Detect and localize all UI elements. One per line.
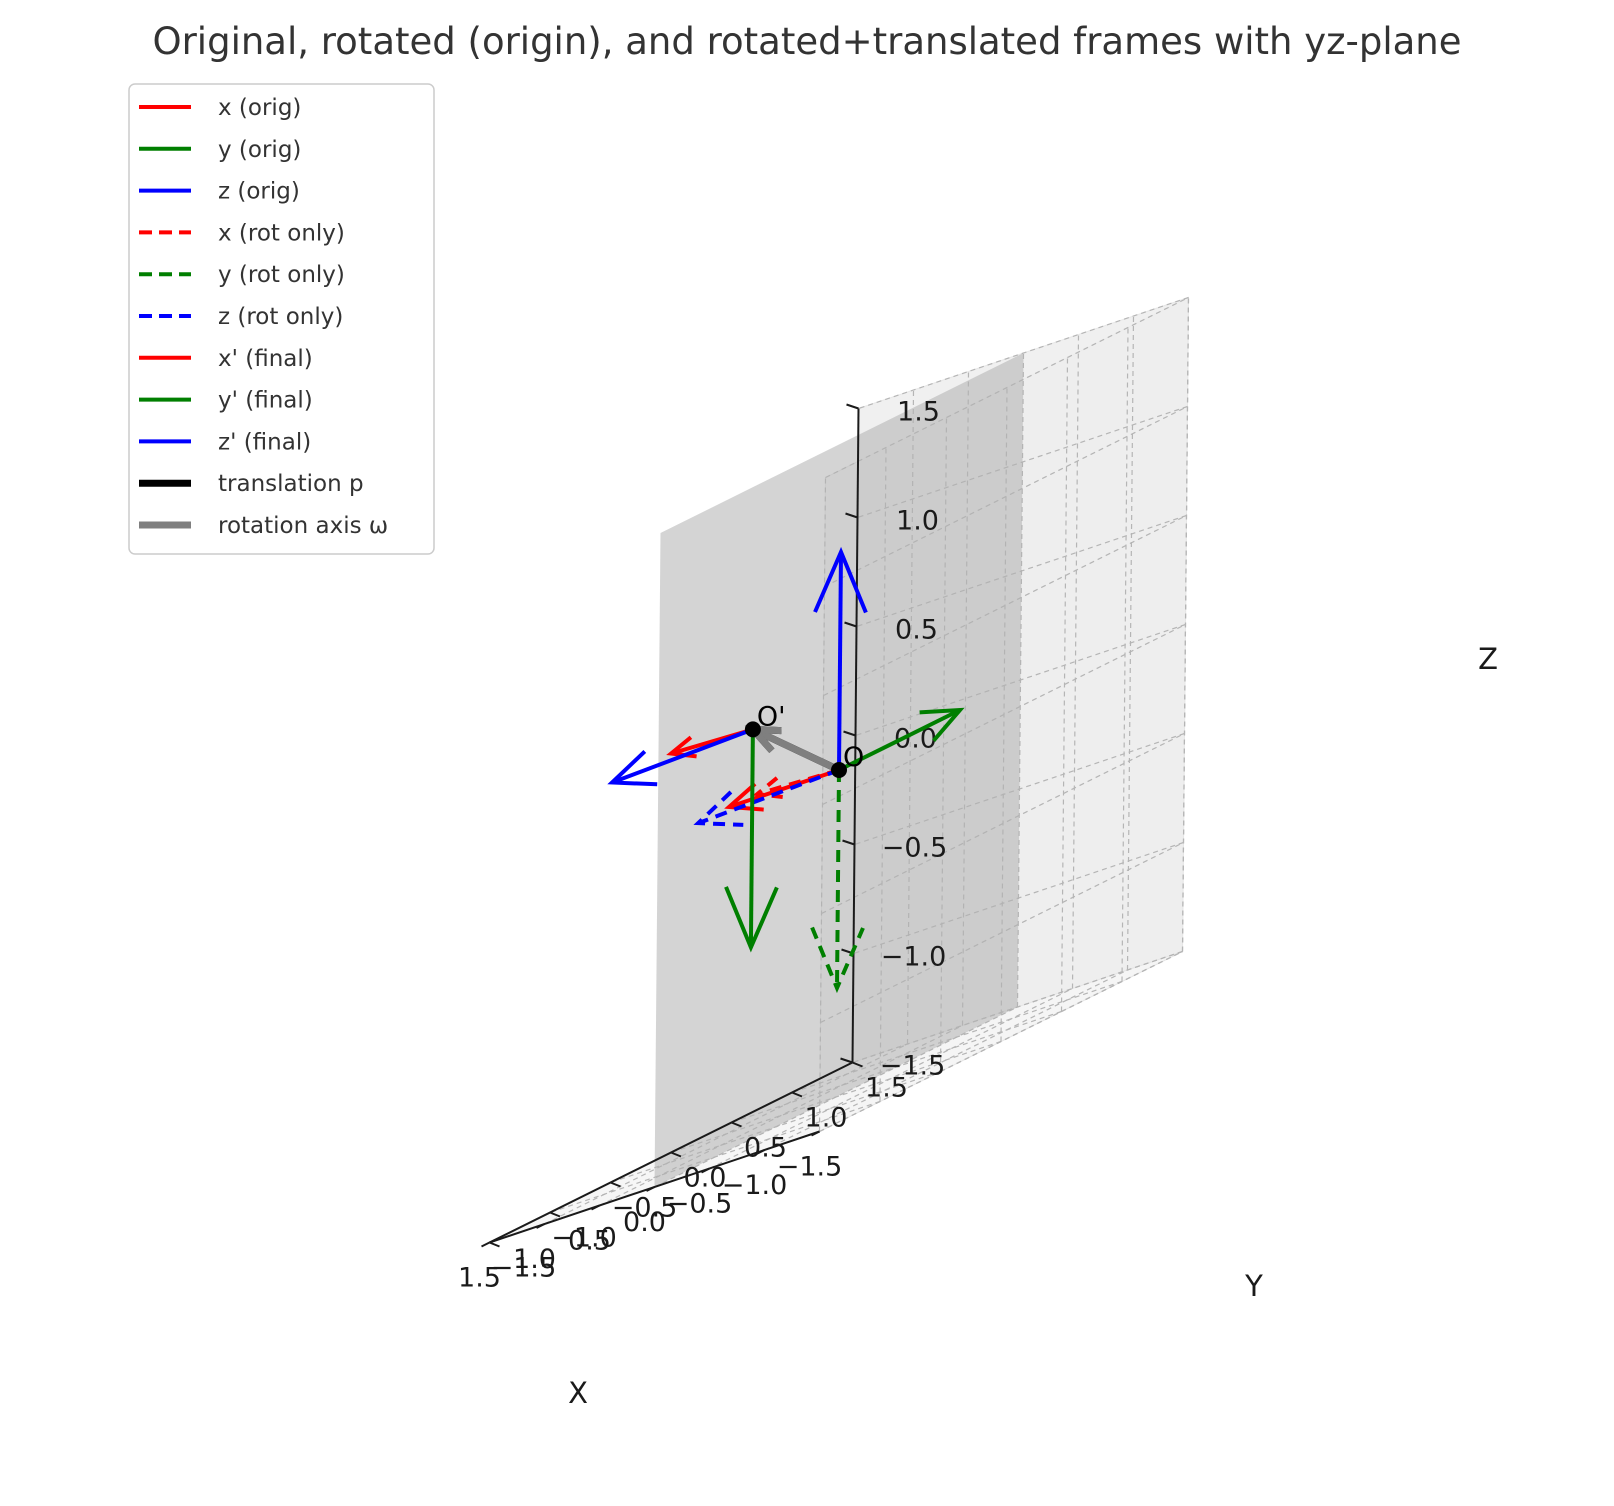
x-tick-mark [481,1241,490,1248]
vector-5 [693,768,840,827]
legend-label: y' (final) [218,388,313,414]
y-axis-label: Y [1244,1269,1263,1303]
grid-line [1121,327,1129,982]
z-tick-mark [840,1057,853,1064]
legend: x (orig) y (orig) z (orig) x (rot only) y (r… [128,83,435,555]
vector-head [810,926,865,994]
y-tick-label: −1.5 [491,1253,557,1284]
origin-label: O' [757,701,786,732]
legend-label: x' (final) [218,346,313,372]
origin-point [744,721,761,738]
x-tick-mark [811,1130,820,1137]
legend-label: z' (final) [218,429,311,455]
vector-shaft [748,729,755,948]
vector-head [693,790,744,827]
vector-shaft [756,768,840,797]
vector-head [724,886,779,953]
vector-7 [724,729,779,953]
vector-shaft [835,769,841,989]
tick-labels: −1.5−1.0−0.50.00.51.01.5−1.5−1.0−0.50.00… [458,397,947,1294]
z-tick-label: −0.5 [882,833,948,864]
x-tick-mark [591,1204,600,1211]
vector-shaft [611,727,754,785]
x-tick-label: 1.0 [513,1244,556,1275]
y-tick-mark [549,1211,561,1218]
grid-line [1181,297,1190,952]
vector-shaft [728,768,840,809]
y-tick-mark [610,1181,621,1188]
y-tick-mark [670,1151,682,1158]
z-tick-label: 0.5 [895,615,938,646]
z-tick-mark [844,621,857,628]
z-tick-label: 1.0 [896,506,939,537]
y-tick-mark [489,1241,500,1248]
y-tick-label: 1.5 [865,1073,908,1104]
grid-line [1060,357,1069,1012]
y-tick-mark [731,1121,742,1128]
x-tick-label: 0.0 [623,1207,666,1238]
origin-point [831,762,847,778]
x-axis-label: X [568,1376,588,1410]
legend-box [128,83,435,555]
z-axis-label: Z [1478,642,1498,676]
x-tick-mark [756,1149,765,1155]
legend-label: x (orig) [218,95,301,121]
vector-2 [813,546,868,771]
x-tick-mark [646,1186,655,1192]
vector-head [919,707,965,743]
grid-line [709,987,1073,1170]
y-tick-mark [852,1061,863,1068]
z-tick-mark [845,512,858,519]
grid-line [1071,334,1080,989]
legend-label: rotation axis ω [218,513,388,539]
x-tick-label: 1.5 [458,1263,501,1294]
y-tick-label: 0.5 [744,1133,787,1164]
legend-label: z (rot only) [218,304,343,330]
z-tick-label: −1.0 [881,942,947,973]
vector-shaft [837,551,843,771]
x-tick-label: −1.5 [777,1152,843,1183]
axis-lines [481,403,863,1248]
vector-1 [838,707,965,772]
legend-label: y (orig) [218,137,301,163]
legend-label: z (orig) [218,179,300,205]
legend-label: y (rot only) [218,262,345,288]
z-tick-mark [843,730,856,737]
z-tick-mark [842,839,855,846]
legend-label: x (rot only) [218,220,345,246]
legend-label: translation p [218,471,364,497]
vector-head [813,546,868,614]
y-tick-mark [791,1091,803,1098]
vector-arrows [607,546,965,994]
vector-4 [810,769,865,994]
vector-shaft [697,768,840,826]
origin-label: O [843,742,864,773]
x-tick-mark [536,1223,545,1229]
vector-head [607,749,658,787]
x-tick-mark [701,1167,710,1174]
vector-shaft [838,708,961,772]
y-tick-label: 0.0 [684,1163,727,1194]
x-tick-label: −0.5 [667,1189,733,1220]
vector-8 [607,727,754,787]
vector-shaft [751,726,841,774]
chart-title: Original, rotated (origin), and rotated+… [152,20,1461,63]
y-tick-label: −1.0 [551,1223,617,1254]
z-tick-mark [846,403,859,410]
x-tick-label: −1.0 [722,1170,788,1201]
y-tick-label: −0.5 [612,1193,678,1224]
frame-origins: O O' [744,701,864,778]
y-tick-label: 1.0 [805,1103,848,1134]
z-tick-label: 1.5 [897,397,940,428]
z-tick-label: −1.5 [880,1051,946,1082]
x-tick-label: 0.5 [568,1226,611,1257]
